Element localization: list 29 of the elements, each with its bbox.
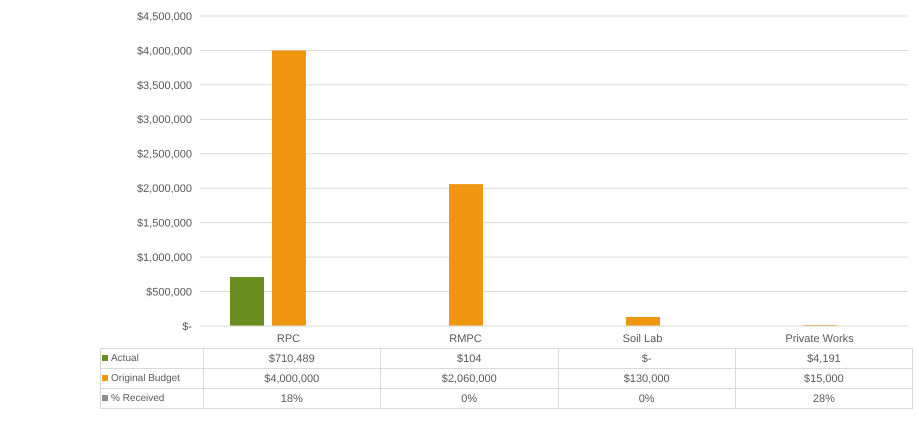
data-label: $104	[380, 348, 558, 368]
y-tick-label: $1,000,000	[136, 252, 192, 264]
x-tick-label: RPC	[276, 332, 300, 345]
y-tick-label: $3,000,000	[136, 114, 192, 126]
y-tick-label: $2,000,000	[136, 183, 192, 196]
y-tick-label: $4,000,000	[136, 45, 192, 58]
y-tick-label: $2,500,000	[136, 148, 192, 161]
y-tick-label: $3,500,000	[136, 80, 192, 92]
legend-label: % Received	[100, 388, 204, 408]
y-tick-label: $4,500,000	[136, 10, 192, 23]
data-label: $4,191	[735, 348, 912, 368]
x-tick-label: RMPC	[449, 332, 482, 345]
data-label: $15,000	[735, 368, 912, 388]
data-label: $130,000	[558, 368, 736, 388]
x-tick-label: Soil Lab	[622, 332, 662, 345]
data-label: $2,060,000	[380, 368, 558, 388]
y-tick-label: $1,500,000	[136, 218, 192, 230]
legend-label: Original Budget	[100, 368, 204, 388]
data-label: 28%	[735, 388, 912, 408]
data-label: 0%	[558, 388, 736, 408]
legend-label: Actual	[100, 348, 204, 368]
y-tick-label: $-	[182, 320, 192, 333]
data-label: 18%	[203, 388, 381, 408]
data-label: $4,000,000	[203, 368, 381, 388]
data-label: 0%	[380, 388, 558, 408]
data-label: $710,489	[203, 348, 381, 368]
x-tick-label: Private Works	[785, 332, 854, 345]
y-tick-label: $500,000	[146, 286, 192, 298]
data-label: $-	[558, 348, 736, 368]
